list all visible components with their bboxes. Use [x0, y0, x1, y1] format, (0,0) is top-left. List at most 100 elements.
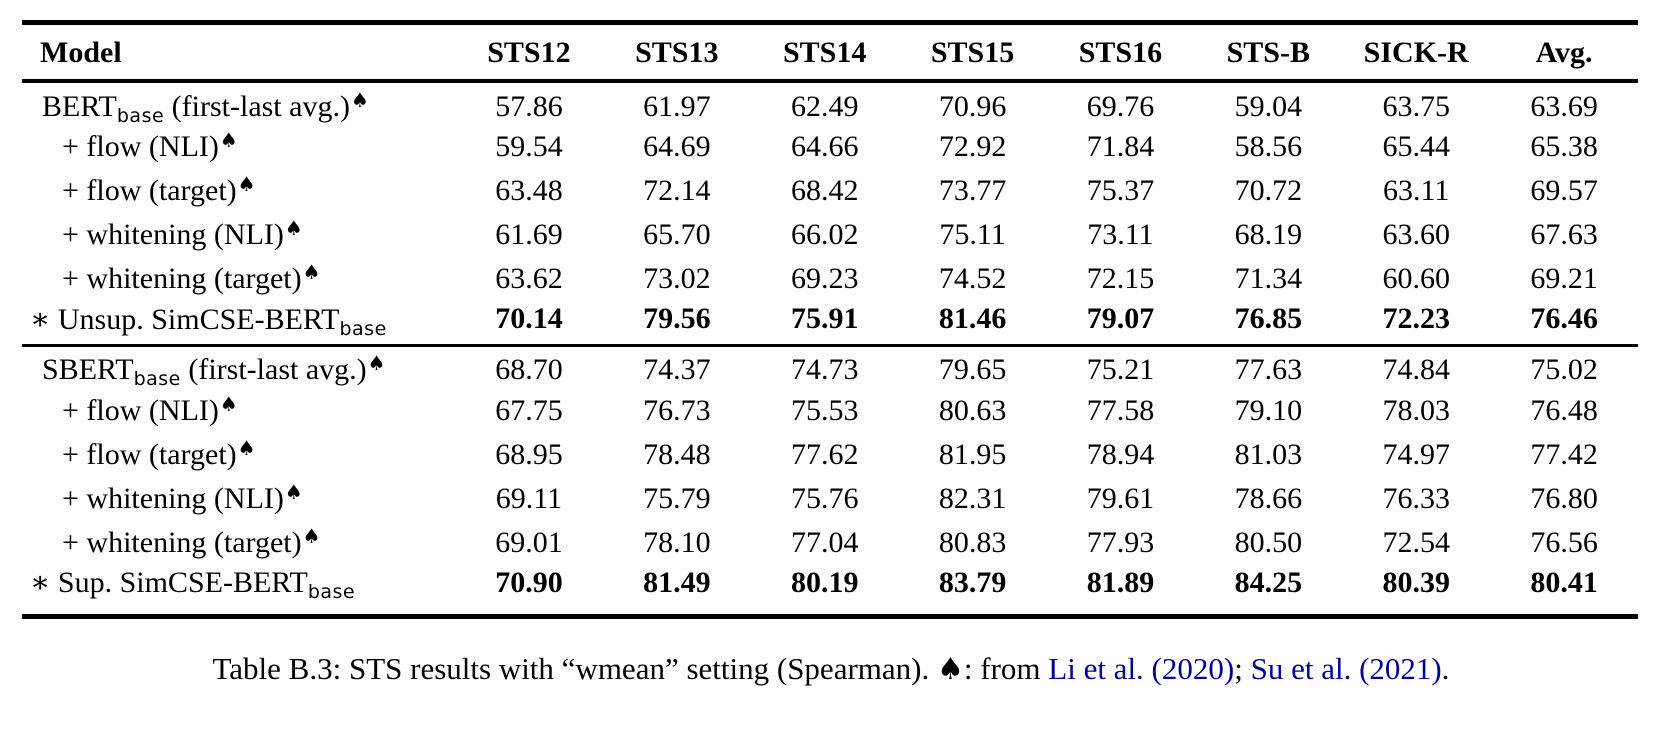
score-cell: 75.76 — [790, 482, 859, 515]
table-header: Model STS12 STS13 STS14 STS15 STS16 STS-B SICK-… — [22, 22, 1638, 83]
score-cell: 77.58 — [1086, 394, 1155, 427]
score-cell: 76.46 — [1530, 302, 1598, 336]
asterisk-prefix: ∗ — [30, 566, 58, 599]
score-cell: 75.02 — [1530, 353, 1598, 387]
score-cell: 81.89 — [1086, 565, 1155, 599]
model-label: + flow (NLI)♠ — [62, 128, 238, 163]
score-cell: 64.69 — [643, 130, 711, 163]
citation-link-su-2021[interactable]: Su et al. (2021) — [1250, 651, 1442, 686]
score-cell: 72.14 — [643, 174, 711, 207]
model-label: + flow (target)♠ — [62, 172, 256, 207]
score-cell: 67.75 — [495, 394, 563, 427]
score-cell: 80.83 — [938, 526, 1007, 559]
score-cell: 76.56 — [1530, 526, 1598, 559]
table-section-sbert: SBERTbase (first-last avg.)♠ 68.70 74.37 74… — [22, 345, 1638, 617]
score-cell: 80.63 — [938, 394, 1007, 427]
score-cell: 77.63 — [1234, 353, 1303, 387]
score-cell: 70.72 — [1234, 174, 1303, 207]
table-row: SBERTbase (first-last avg.)♠ 68.70 74.37 74… — [22, 345, 1638, 389]
model-label: + flow (NLI)♠ — [62, 392, 238, 427]
plus-prefix: + — [62, 394, 87, 427]
model-label: ∗ Unsup. SimCSE-BERTbase — [30, 302, 387, 340]
citation-link-li-2020[interactable]: Li et al. (2020) — [1048, 651, 1235, 686]
spade-icon: ♠ — [237, 172, 256, 196]
col-header-sts-b: STS-B — [1194, 22, 1343, 83]
score-cell: 68.95 — [495, 438, 563, 471]
caption-text: : from — [963, 651, 1049, 686]
score-cell: 78.94 — [1086, 438, 1155, 471]
score-cell: 77.93 — [1086, 526, 1155, 559]
model-label: + whitening (NLI)♠ — [62, 216, 303, 251]
score-cell: 77.42 — [1530, 438, 1598, 471]
score-cell: 73.11 — [1087, 218, 1154, 251]
score-cell: 57.86 — [495, 89, 563, 123]
table-row: ∗ Sup. SimCSE-BERTbase 70.90 81.49 80.19 83.… — [22, 565, 1638, 617]
score-cell: 70.96 — [938, 89, 1007, 123]
model-label: + whitening (target)♠ — [62, 524, 321, 559]
score-cell: 79.10 — [1234, 394, 1303, 427]
col-header-sts15: STS15 — [898, 22, 1047, 83]
score-cell: 68.42 — [790, 174, 859, 207]
score-cell: 70.90 — [495, 565, 563, 599]
table-row: + flow (target)♠ 63.48 72.14 68.42 73.77 75.3… — [22, 169, 1638, 213]
plus-prefix: + — [62, 526, 87, 559]
score-cell: 75.79 — [643, 482, 711, 515]
score-cell: 63.69 — [1530, 89, 1598, 123]
model-label: SBERTbase (first-last avg.)♠ — [42, 351, 386, 391]
score-cell: 80.19 — [790, 565, 859, 599]
score-cell: 65.70 — [643, 218, 711, 251]
table-row: + whitening (target)♠ 63.62 73.02 69.23 74.5… — [22, 257, 1638, 301]
table-row: BERTbase (first-last avg.)♠ 57.86 61.97 62.… — [22, 81, 1638, 127]
score-cell: 74.97 — [1382, 438, 1450, 471]
score-cell: 72.23 — [1382, 302, 1450, 336]
col-header-avg: Avg. — [1490, 22, 1638, 83]
score-cell: 81.46 — [938, 302, 1007, 336]
score-cell: 61.69 — [495, 218, 563, 251]
score-cell: 80.50 — [1234, 526, 1303, 559]
score-cell: 75.91 — [790, 302, 859, 336]
score-cell: 67.63 — [1530, 218, 1598, 251]
table-row: + whitening (NLI)♠ 69.11 75.79 75.76 82.31 79… — [22, 477, 1638, 521]
asterisk-prefix: ∗ — [30, 302, 58, 336]
score-cell: 84.25 — [1234, 565, 1303, 599]
score-cell: 71.84 — [1086, 130, 1155, 163]
spade-icon: ♠ — [284, 480, 303, 504]
score-cell: 76.80 — [1530, 482, 1598, 515]
score-cell: 78.48 — [643, 438, 711, 471]
score-cell: 64.66 — [790, 130, 859, 163]
plus-prefix: + — [62, 218, 87, 251]
score-cell: 78.66 — [1234, 482, 1303, 515]
model-label: BERTbase (first-last avg.)♠ — [42, 87, 369, 127]
score-cell: 75.53 — [790, 394, 859, 427]
score-cell: 76.85 — [1234, 302, 1303, 336]
score-cell: 69.11 — [495, 482, 563, 515]
table-row: + flow (NLI)♠ 67.75 76.73 75.53 80.63 77.58 79… — [22, 389, 1638, 433]
col-header-sts13: STS13 — [602, 22, 751, 83]
score-cell: 78.10 — [643, 526, 711, 559]
score-cell: 61.97 — [643, 89, 711, 123]
score-cell: 69.01 — [495, 526, 563, 559]
score-cell: 59.54 — [495, 130, 563, 163]
score-cell: 72.54 — [1382, 526, 1450, 559]
spade-icon: ♠ — [237, 436, 256, 460]
table-section-bert: BERTbase (first-last avg.)♠ 57.86 61.97 62.… — [22, 81, 1638, 345]
score-cell: 82.31 — [938, 482, 1007, 515]
score-cell: 70.14 — [495, 302, 563, 336]
score-cell: 74.73 — [790, 353, 859, 387]
score-cell: 75.21 — [1086, 353, 1155, 387]
spade-icon: ♠ — [219, 128, 238, 152]
score-cell: 69.23 — [790, 262, 859, 295]
model-subscript: base — [116, 104, 165, 127]
plus-prefix: + — [62, 262, 87, 295]
table-row: + flow (NLI)♠ 59.54 64.69 64.66 72.92 71.84 58… — [22, 125, 1638, 169]
score-cell: 60.60 — [1382, 262, 1450, 295]
score-cell: 79.61 — [1086, 482, 1155, 515]
score-cell: 81.49 — [643, 565, 711, 599]
col-header-sick-r: SICK-R — [1342, 22, 1491, 83]
spade-icon: ♠ — [284, 216, 303, 240]
score-cell: 81.95 — [938, 438, 1007, 471]
score-cell: 69.76 — [1086, 89, 1155, 123]
plus-prefix: + — [62, 130, 87, 163]
score-cell: 71.34 — [1234, 262, 1303, 295]
